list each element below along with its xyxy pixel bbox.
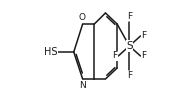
Text: S: S — [126, 41, 133, 51]
Text: F: F — [141, 32, 146, 40]
Text: N: N — [79, 81, 85, 90]
Text: F: F — [127, 12, 132, 21]
Text: HS: HS — [44, 47, 57, 57]
Text: O: O — [79, 13, 86, 22]
Text: F: F — [141, 51, 146, 61]
Text: F: F — [113, 51, 118, 61]
Text: F: F — [127, 71, 132, 80]
